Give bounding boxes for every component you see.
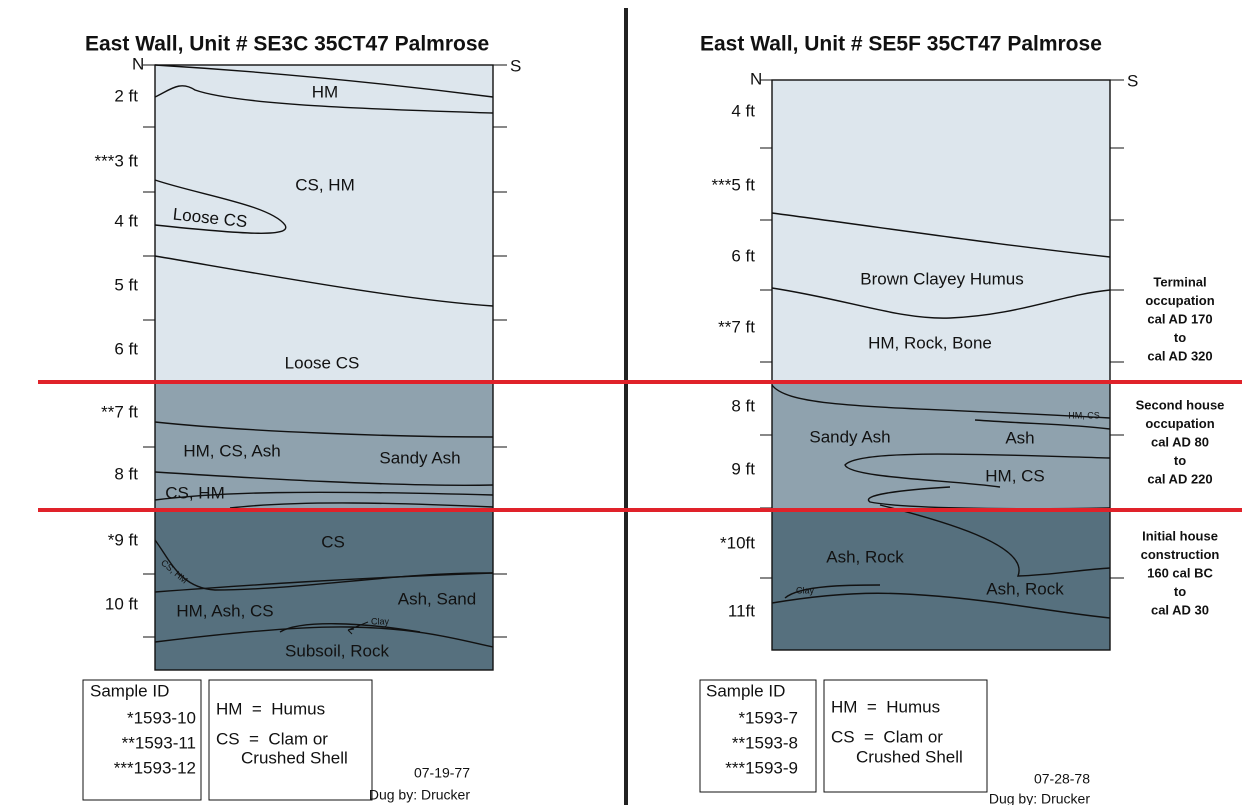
date: 07-28-78 [1034, 771, 1090, 787]
period-note: cal AD 320 [1147, 348, 1212, 363]
layer-label: HM, CS, Ash [183, 441, 280, 460]
layer-label: Sandy Ash [809, 427, 890, 446]
date: 07-19-77 [414, 765, 470, 781]
sample-id: **1593-11 [122, 733, 196, 752]
layer-label: Sandy Ash [379, 448, 460, 467]
period-note: to [1174, 584, 1186, 599]
layer-label: CS [321, 532, 345, 551]
key: CS = Clam or [831, 727, 943, 746]
right-profile [760, 80, 1124, 650]
depth-label: 6 ft [114, 339, 138, 358]
layer-label: HM, Rock, Bone [868, 333, 992, 352]
sample-id: *1593-10 [127, 708, 196, 727]
layer-label: HM, CS [1068, 410, 1100, 420]
layer-label: Ash [1005, 428, 1034, 447]
period-note: cal AD 220 [1147, 471, 1212, 486]
depth-label: ***3 ft [95, 151, 139, 170]
layer-label: Ash, Sand [398, 589, 476, 608]
key: Crushed Shell [241, 748, 348, 767]
depth-label: *9 ft [108, 530, 139, 549]
period-note: to [1174, 453, 1186, 468]
key: Crushed Shell [856, 747, 963, 766]
period-note: Initial house [1142, 528, 1218, 543]
period-note: 160 cal BC [1147, 565, 1213, 580]
depth-label: 9 ft [731, 459, 755, 478]
layer-label: Clay [371, 616, 390, 626]
title: East Wall, Unit # SE3C 35CT47 Palmrose [85, 33, 489, 56]
layer-label: Brown Clayey Humus [860, 269, 1023, 288]
period-note: Terminal [1153, 274, 1206, 289]
layer-label: Ash, Rock [826, 547, 904, 566]
depth-label: 5 ft [114, 275, 138, 294]
layer-label: HM, Ash, CS [176, 601, 273, 620]
south: S [1127, 71, 1138, 90]
sample-id: *1593-7 [738, 708, 798, 727]
period-note: occupation [1145, 416, 1214, 431]
period-note: occupation [1145, 293, 1214, 308]
depth-label: 10 ft [105, 594, 138, 613]
depth-label: 11ft [728, 601, 755, 620]
key: HM = Humus [831, 697, 940, 716]
depth-label: 4 ft [114, 211, 138, 230]
dug-by: Dug by: Drucker [989, 791, 1090, 805]
period-note: cal AD 80 [1151, 434, 1209, 449]
depth-label: 8 ft [731, 396, 755, 415]
layer-label: CS, HM [165, 483, 225, 502]
layer-label: Ash, Rock [986, 579, 1064, 598]
period-note: Second house [1136, 397, 1225, 412]
depth-label: 8 ft [114, 464, 138, 483]
depth-label: 4 ft [731, 101, 755, 120]
layer-label: CS, HM [295, 175, 355, 194]
layer-label: Subsoil, Rock [285, 641, 389, 660]
sample-id: **1593-8 [732, 733, 798, 752]
layer-label: Clay [796, 585, 815, 595]
period-notes: Terminal occupation cal AD 170 to cal AD 320… [1136, 274, 1225, 617]
dug-by: Dug by: Drucker [369, 787, 470, 803]
key: CS = Clam or [216, 729, 328, 748]
north: N [132, 54, 144, 73]
south: S [510, 56, 521, 75]
sample-id: ***1593-9 [725, 758, 798, 777]
layer-label: Loose CS [285, 353, 360, 372]
sample-id: ***1593-12 [114, 758, 196, 777]
depth-label: 2 ft [114, 86, 138, 105]
depth-label: *10ft [720, 533, 755, 552]
sample-heading: Sample ID [706, 681, 785, 700]
period-note: cal AD 30 [1151, 602, 1209, 617]
sample-heading: Sample ID [90, 681, 169, 700]
depth-label: ***5 ft [712, 175, 756, 194]
period-note: cal AD 170 [1147, 311, 1212, 326]
period-note: construction [1141, 547, 1220, 562]
stratigraphy-diagram: East Wall, Unit # SE3C 35CT47 Palmrose N… [0, 0, 1252, 805]
title: East Wall, Unit # SE5F 35CT47 Palmrose [700, 33, 1102, 56]
depth-label: **7 ft [718, 317, 755, 336]
depth-label: **7 ft [101, 402, 138, 421]
period-note: to [1174, 330, 1186, 345]
key: HM = Humus [216, 699, 325, 718]
layer-label: HM [312, 82, 338, 101]
north: N [750, 69, 762, 88]
depth-label: 6 ft [731, 246, 755, 265]
layer-label: HM, CS [985, 466, 1045, 485]
